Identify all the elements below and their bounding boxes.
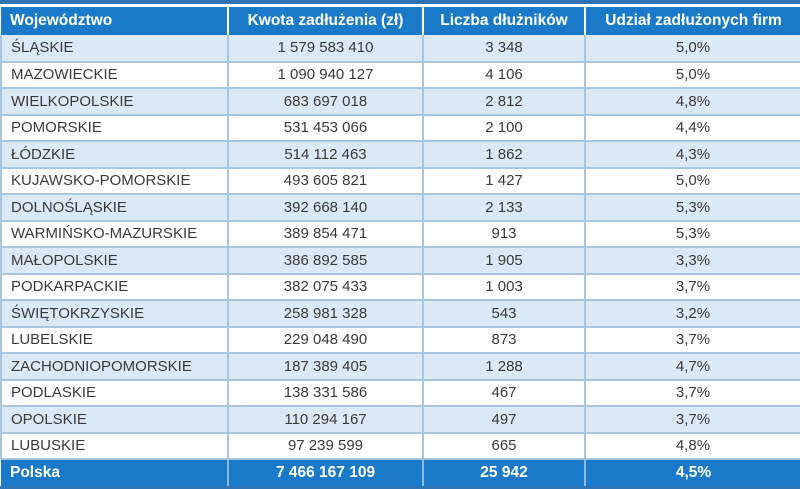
total-debtor-count: 25 942 [423, 459, 586, 486]
table-footer: Polska 7 466 167 109 25 942 4,5% [1, 459, 800, 486]
table-row: WARMIŃSKO-MAZURSKIE 389 854 471 913 5,3% [0, 220, 800, 248]
table-row: ŚLĄSKIE 1 579 583 410 3 348 5,0% [0, 35, 800, 63]
debt-amount-cell: 493 605 821 [228, 167, 424, 195]
header-row: Województwo Kwota zadłużenia (zł) Liczba… [1, 7, 800, 35]
total-row: Polska 7 466 167 109 25 942 4,5% [1, 459, 800, 486]
debt-amount-cell: 382 075 433 [228, 273, 424, 301]
debtor-count-cell: 913 [423, 220, 586, 248]
debt-amount-cell: 531 453 066 [228, 114, 424, 142]
column-header-wojewodztwo: Województwo [1, 7, 229, 35]
debt-share-cell: 3,7% [585, 273, 800, 301]
debtor-count-cell: 1 288 [423, 353, 586, 381]
voivodeship-name: ŁÓDZKIE [0, 141, 229, 169]
table-header: Województwo Kwota zadłużenia (zł) Liczba… [1, 7, 800, 35]
total-debt-amount: 7 466 167 109 [228, 459, 424, 486]
voivodeship-name: LUBUSKIE [0, 432, 229, 460]
debtor-count-cell: 1 862 [423, 141, 586, 169]
table-row: LUBUSKIE 97 239 599 665 4,8% [0, 432, 800, 460]
debt-share-cell: 4,8% [585, 432, 800, 460]
table-row: LUBELSKIE 229 048 490 873 3,7% [0, 326, 800, 354]
debtor-count-cell: 665 [423, 432, 586, 460]
table-row: POMORSKIE 531 453 066 2 100 4,4% [0, 114, 800, 142]
debtor-count-cell: 497 [423, 406, 586, 434]
debt-amount-cell: 386 892 585 [228, 247, 424, 275]
debt-share-cell: 4,8% [585, 88, 800, 116]
debt-share-cell: 3,7% [585, 379, 800, 407]
column-header-liczba-dluznikow: Liczba dłużników [423, 7, 586, 35]
debtor-count-cell: 4 106 [423, 61, 586, 89]
debtor-count-cell: 2 100 [423, 114, 586, 142]
voivodeship-name: ŚWIĘTOKRZYSKIE [0, 300, 229, 328]
debtor-count-cell: 2 133 [423, 194, 586, 222]
debt-amount-cell: 1 579 583 410 [228, 35, 424, 63]
debt-amount-cell: 229 048 490 [228, 326, 424, 354]
voivodeship-name: LUBELSKIE [0, 326, 229, 354]
voivodeship-name: ŚLĄSKIE [0, 35, 229, 63]
debt-share-cell: 5,0% [585, 61, 800, 89]
debt-share-cell: 3,3% [585, 247, 800, 275]
table-row: PODKARPACKIE 382 075 433 1 003 3,7% [0, 273, 800, 301]
voivodeship-name: OPOLSKIE [0, 406, 229, 434]
debt-amount-cell: 97 239 599 [228, 432, 424, 460]
debtor-count-cell: 3 348 [423, 35, 586, 63]
debt-share-cell: 3,7% [585, 326, 800, 354]
total-label: Polska [1, 459, 229, 486]
voivodeship-debt-table: Województwo Kwota zadłużenia (zł) Liczba… [0, 7, 800, 486]
table-row: ŁÓDZKIE 514 112 463 1 862 4,3% [0, 141, 800, 169]
voivodeship-name: ZACHODNIOPOMORSKIE [0, 353, 229, 381]
table-bottom-border [0, 486, 800, 489]
debt-share-cell: 3,2% [585, 300, 800, 328]
debt-share-cell: 4,4% [585, 114, 800, 142]
debt-share-cell: 5,0% [585, 35, 800, 63]
table-body: ŚLĄSKIE 1 579 583 410 3 348 5,0% MAZOWIECKIE… [0, 35, 800, 460]
table-row: KUJAWSKO-POMORSKIE 493 605 821 1 427 5,0% [0, 167, 800, 195]
voivodeship-name: WARMIŃSKO-MAZURSKIE [0, 220, 229, 248]
voivodeship-name: PODLASKIE [0, 379, 229, 407]
voivodeship-name: KUJAWSKO-POMORSKIE [0, 167, 229, 195]
debt-amount-cell: 392 668 140 [228, 194, 424, 222]
debtor-count-cell: 873 [423, 326, 586, 354]
debtor-count-cell: 543 [423, 300, 586, 328]
debt-share-cell: 5,0% [585, 167, 800, 195]
debt-amount-cell: 138 331 586 [228, 379, 424, 407]
table-row: DOLNOŚLĄSKIE 392 668 140 2 133 5,3% [0, 194, 800, 222]
total-debt-share: 4,5% [585, 459, 800, 486]
voivodeship-name: PODKARPACKIE [0, 273, 229, 301]
table-row: PODLASKIE 138 331 586 467 3,7% [0, 379, 800, 407]
debt-share-cell: 4,3% [585, 141, 800, 169]
table-row: WIELKOPOLSKIE 683 697 018 2 812 4,8% [0, 88, 800, 116]
voivodeship-name: POMORSKIE [0, 114, 229, 142]
table-row: OPOLSKIE 110 294 167 497 3,7% [0, 406, 800, 434]
voivodeship-name: WIELKOPOLSKIE [0, 88, 229, 116]
table-row: ŚWIĘTOKRZYSKIE 258 981 328 543 3,2% [0, 300, 800, 328]
table-row: MAZOWIECKIE 1 090 940 127 4 106 5,0% [0, 61, 800, 89]
debt-amount-cell: 187 389 405 [228, 353, 424, 381]
debt-amount-cell: 110 294 167 [228, 406, 424, 434]
debtor-count-cell: 1 003 [423, 273, 586, 301]
debtor-count-cell: 2 812 [423, 88, 586, 116]
debt-amount-cell: 1 090 940 127 [228, 61, 424, 89]
debt-amount-cell: 683 697 018 [228, 88, 424, 116]
column-header-udzial-zadluzonych-firm: Udział zadłużonych firm [585, 7, 800, 35]
debt-share-cell: 5,3% [585, 220, 800, 248]
debtor-count-cell: 1 427 [423, 167, 586, 195]
column-header-kwota-zadluzenia: Kwota zadłużenia (zł) [228, 7, 424, 35]
debt-amount-cell: 514 112 463 [228, 141, 424, 169]
debt-amount-cell: 258 981 328 [228, 300, 424, 328]
table-top-border [0, 0, 800, 4]
table-row: ZACHODNIOPOMORSKIE 187 389 405 1 288 4,7% [0, 353, 800, 381]
debt-share-cell: 5,3% [585, 194, 800, 222]
debtor-count-cell: 467 [423, 379, 586, 407]
voivodeship-name: DOLNOŚLĄSKIE [0, 194, 229, 222]
table-row: MAŁOPOLSKIE 386 892 585 1 905 3,3% [0, 247, 800, 275]
debt-share-cell: 3,7% [585, 406, 800, 434]
debt-share-cell: 4,7% [585, 353, 800, 381]
debt-amount-cell: 389 854 471 [228, 220, 424, 248]
debtor-count-cell: 1 905 [423, 247, 586, 275]
voivodeship-name: MAZOWIECKIE [0, 61, 229, 89]
voivodeship-name: MAŁOPOLSKIE [0, 247, 229, 275]
